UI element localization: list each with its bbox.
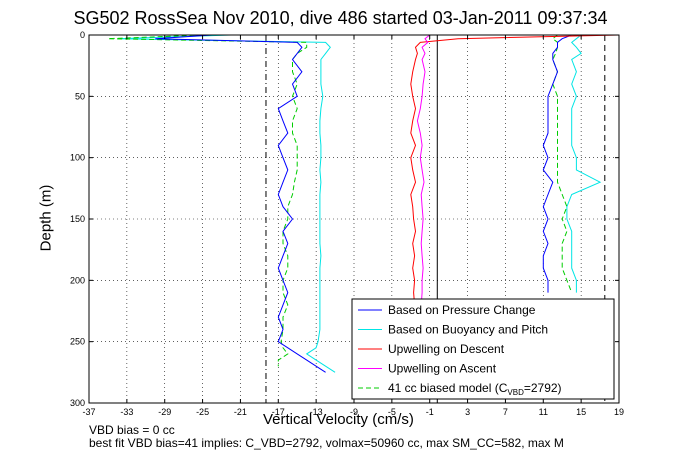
grid [89, 35, 619, 403]
x-tick-label: -9 [350, 407, 358, 417]
legend-box [351, 298, 615, 400]
series-4-line-descent [107, 34, 308, 367]
x-tick-label: -13 [310, 407, 323, 417]
legend-label: Upwelling on Descent [388, 342, 505, 356]
y-tick-label: 150 [70, 214, 85, 224]
x-tick-label: -33 [120, 407, 133, 417]
series-1-line-descent [117, 34, 336, 373]
y-axis-label: Depth (m) [37, 184, 55, 252]
x-tick-label: 15 [576, 407, 586, 417]
x-tick-label: -21 [234, 407, 247, 417]
y-tick-label: 0 [80, 30, 85, 40]
x-tick-label: 3 [465, 407, 470, 417]
x-tick-label: 19 [614, 407, 624, 417]
series-layer [107, 34, 620, 373]
x-tick-label: -25 [196, 407, 209, 417]
y-tick-label: 200 [70, 275, 85, 285]
axis-ticks: -37 -33 -29 -25 -21 -17 -13 -9 -5 -1 3 7 11 15 1905010… [70, 30, 624, 417]
x-tick-label: 11 [539, 407, 548, 417]
x-axis-label: Vertical Velocity (cm/s) [263, 411, 414, 428]
series-0-line-ascent [542, 34, 572, 293]
series-1-line-ascent [566, 34, 602, 293]
x-tick-label: -37 [82, 407, 95, 417]
x-tick-label: -17 [272, 407, 285, 417]
x-tick-label: -5 [388, 407, 396, 417]
y-tick-label: 100 [70, 153, 85, 163]
x-tick-label: 7 [503, 407, 508, 417]
y-tick-label: 300 [70, 398, 85, 408]
y-tick-label: 250 [70, 337, 85, 347]
series-4-line-ascent [551, 34, 573, 293]
legend-label: Based on Buoyancy and Pitch [388, 323, 548, 337]
best-fit-note: best fit VBD bias=41 implies: C_VBD=2792… [89, 436, 564, 450]
chart-title: SG502 RossSea Nov 2010, dive 486 started… [73, 8, 608, 28]
vbd-bias-note: VBD bias = 0 cc [89, 423, 175, 437]
legend-label: Upwelling on Ascent [388, 362, 497, 376]
legend: Based on Pressure Change Based on Buoyanc… [351, 298, 615, 400]
series-3-line [416, 34, 431, 305]
x-tick-label: -29 [158, 407, 171, 417]
legend-label: Based on Pressure Change [388, 303, 536, 317]
y-tick-label: 50 [75, 91, 85, 101]
series-2-line [410, 34, 620, 305]
x-tick-label: -1 [426, 407, 434, 417]
series-0-line-descent [155, 34, 326, 373]
legend-label: 41 cc biased model (CVBD=2792) [388, 381, 562, 397]
